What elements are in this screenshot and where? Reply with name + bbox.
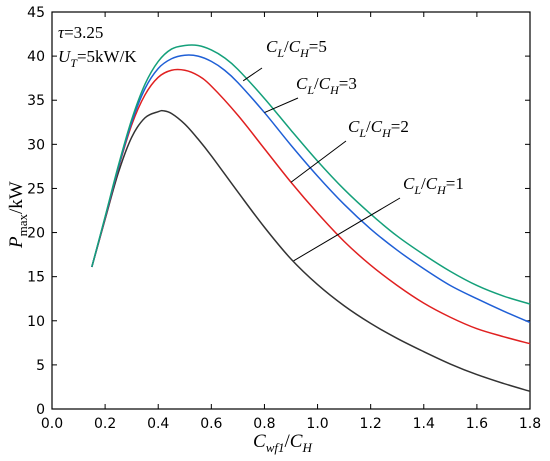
x-tick-label: 0.4 <box>147 416 169 432</box>
y-tick-label: 20 <box>27 226 45 242</box>
series-group <box>91 44 531 393</box>
label-cl-ch-5: CL/CH=5 <box>266 37 327 60</box>
x-tick-label: 1.0 <box>306 416 328 432</box>
y-tick-label: 35 <box>27 93 45 109</box>
leader-line <box>242 67 263 82</box>
y-axis-label: Pmax/kW <box>6 181 30 249</box>
x-tick-label: 0.6 <box>200 416 222 432</box>
x-tick-label: 1.4 <box>413 416 435 432</box>
label-cl-ch-2: CL/CH=2 <box>348 117 409 140</box>
param-ut: UT=5kW/K <box>58 47 137 70</box>
x-tick-label: 1.8 <box>519 416 541 432</box>
y-tick-label: 5 <box>36 358 45 374</box>
x-tick-label: 0.8 <box>253 416 275 432</box>
leader-line <box>290 140 347 183</box>
y-tick-label: 0 <box>36 402 45 418</box>
y-tick-label: 45 <box>27 5 45 21</box>
label-cl-ch-3: CL/CH=3 <box>296 74 357 97</box>
y-tick-label: 30 <box>27 137 45 153</box>
leader-line <box>293 197 401 262</box>
label-cl-ch-1: CL/CH=1 <box>403 174 464 197</box>
x-tick-label: 1.2 <box>360 416 382 432</box>
series-line-4 <box>91 44 531 305</box>
y-tick-label: 25 <box>27 181 45 197</box>
param-tau: τ=3.25 <box>58 23 103 42</box>
x-axis-label: Cwf1/CH <box>253 431 312 455</box>
y-tick-label: 15 <box>27 270 45 286</box>
series-line-1 <box>91 109 531 393</box>
series-line-3 <box>91 54 531 324</box>
plot-frame <box>51 11 531 410</box>
x-tick-label: 0.0 <box>41 416 63 432</box>
annotation-leaders <box>242 67 401 262</box>
x-tick-label: 1.6 <box>466 416 488 432</box>
axis-ticks: 0.0 0.2 0.4 0.6 0.8 1.0 1.2 1.4 1.6 1.8 0 5 10 15 20 25… <box>27 5 541 432</box>
leader-line <box>264 97 299 114</box>
y-tick-label: 40 <box>27 49 45 65</box>
x-tick-label: 0.2 <box>94 416 116 432</box>
series-line-2 <box>91 68 531 345</box>
y-tick-label: 10 <box>27 314 45 330</box>
